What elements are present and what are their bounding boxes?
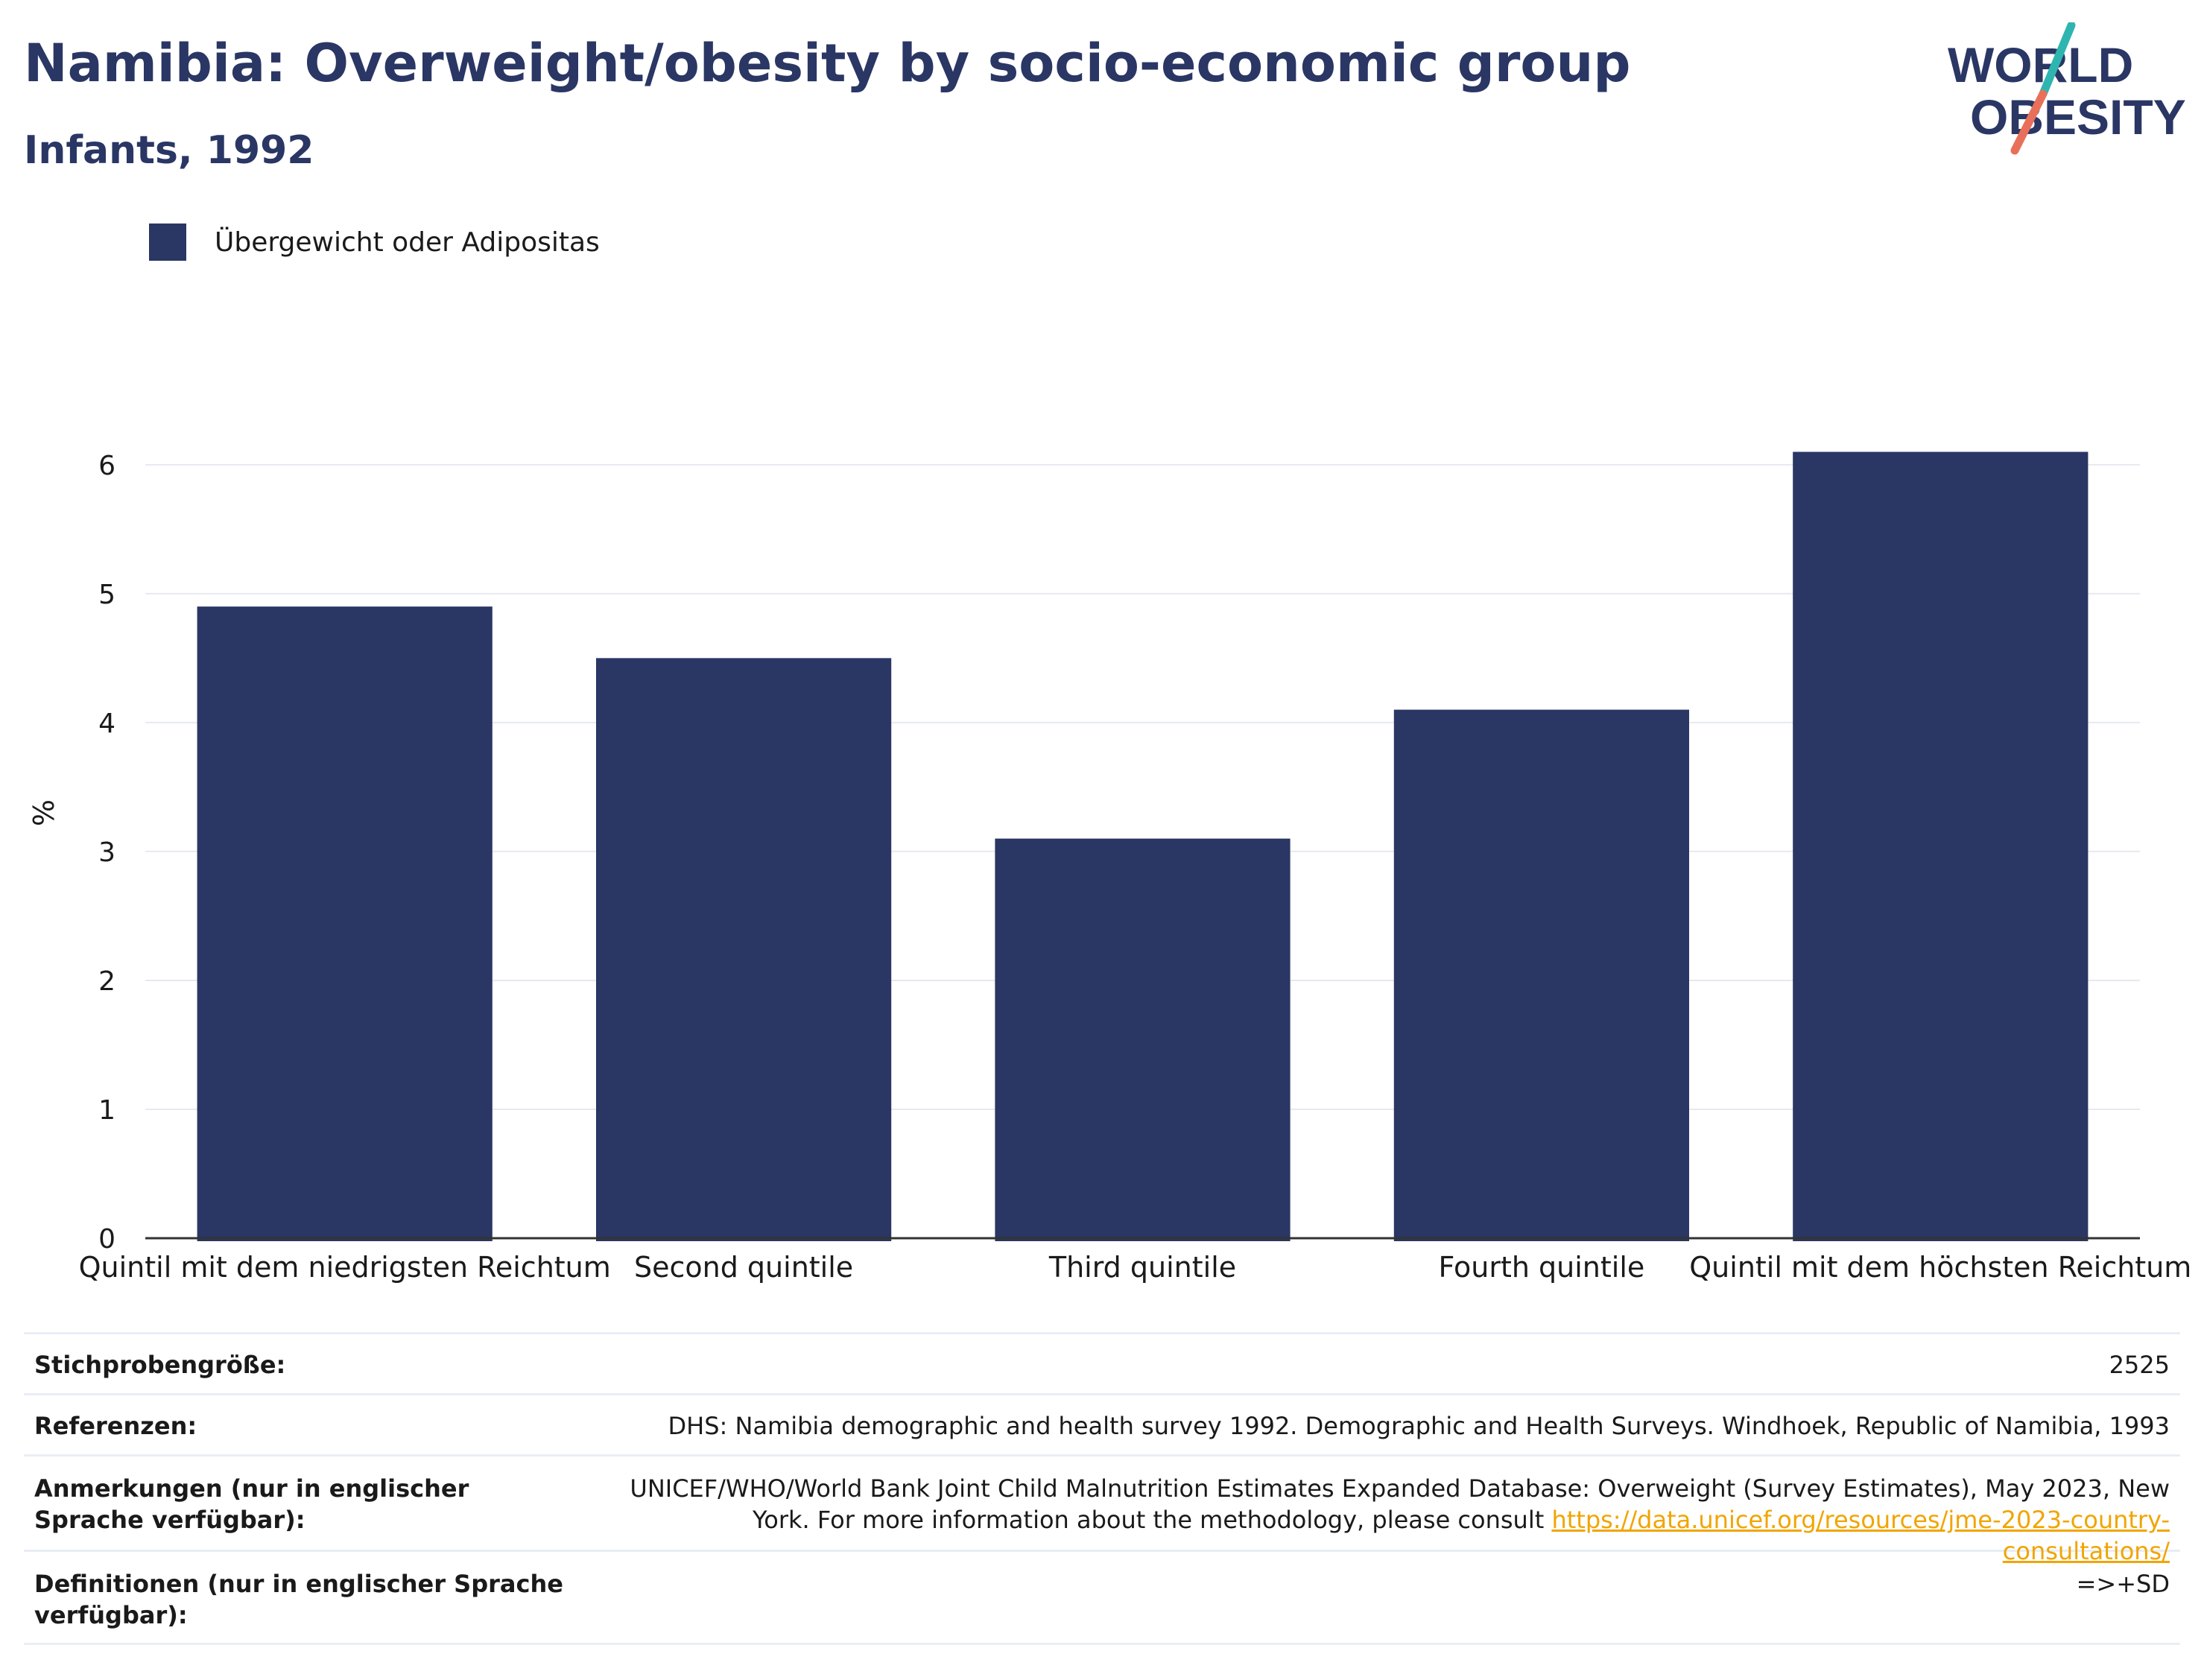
logo-slash-top <box>2039 22 2076 98</box>
x-tick-label: Quintil mit dem höchsten Reichtum <box>1689 1251 2191 1284</box>
metadata-label: Anmerkungen (nur in englischer Sprache v… <box>34 1474 469 1534</box>
y-tick-label: 5 <box>98 580 115 610</box>
y-axis-title: % <box>28 799 60 826</box>
chart-title: Namibia: Overweight/obesity by socio-eco… <box>24 33 1631 94</box>
legend-swatch <box>149 224 186 261</box>
y-tick-label: 3 <box>98 837 115 868</box>
x-tick-label: Third quintile <box>1048 1251 1236 1284</box>
bar <box>197 606 493 1241</box>
metadata-value: DHS: Namibia demographic and health surv… <box>668 1412 2170 1440</box>
chart-subtitle: Infants, 1992 <box>24 128 314 173</box>
y-tick-label: 6 <box>98 451 115 481</box>
bar <box>995 838 1291 1241</box>
legend-label: Übergewicht oder Adipositas <box>215 226 600 258</box>
chart-legend: Übergewicht oder Adipositas <box>149 222 600 262</box>
world-obesity-logo: WORLD OBESITY <box>1948 22 2186 155</box>
metadata-label: Definitionen (nur in englischer Sprache … <box>34 1570 563 1629</box>
bar-chart: 0 1 2 3 4 5 6% Quintil mit dem niedrigsten Reic… <box>28 451 2191 1284</box>
metadata-value: =>+SD <box>2076 1570 2170 1598</box>
metadata-table: Stichprobengröße: 2525 Referenzen: DHS: Nam… <box>24 1332 2180 1645</box>
y-tick-label: 1 <box>98 1095 115 1126</box>
metadata-row: Anmerkungen (nur in englischer Sprache v… <box>24 1454 2180 1565</box>
metadata-row: Definitionen (nur in englischer Sprache … <box>24 1550 2180 1645</box>
logo-text-obesity: OBESITY <box>1970 89 2186 145</box>
metadata-value: UNICEF/WHO/World Bank Joint Child Malnut… <box>630 1474 2170 1565</box>
bar <box>1393 709 1689 1241</box>
x-tick-label: Fourth quintile <box>1439 1251 1645 1284</box>
metadata-row: Referenzen: DHS: Namibia demographic and … <box>24 1393 2180 1454</box>
logo-text-world: WORLD <box>1948 37 2133 92</box>
bar <box>596 658 892 1241</box>
x-tick-label: Second quintile <box>634 1251 853 1284</box>
metadata-label: Stichprobengröße: <box>34 1351 286 1379</box>
metadata-value: 2525 <box>2109 1351 2170 1379</box>
y-tick-label: 4 <box>98 709 115 739</box>
y-tick-label: 0 <box>98 1224 115 1255</box>
metadata-row: Stichprobengröße: 2525 <box>24 1332 2180 1393</box>
x-tick-label: Quintil mit dem niedrigsten Reichtum <box>79 1251 611 1284</box>
y-tick-label: 2 <box>98 966 115 997</box>
metadata-label: Referenzen: <box>34 1412 197 1440</box>
logo-slash-bottom <box>2010 89 2048 155</box>
bar <box>1793 451 2089 1241</box>
methodology-link[interactable]: https://data.unicef.org/resources/jme-20… <box>1551 1506 2170 1565</box>
